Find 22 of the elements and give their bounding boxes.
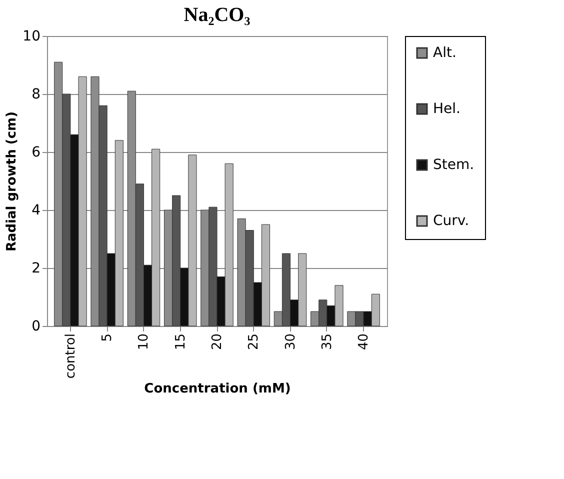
y-tick-label: 8 — [32, 86, 40, 102]
y-tick-label: 2 — [32, 260, 40, 276]
legend-label: Alt. — [433, 45, 456, 61]
y-tick-label: 4 — [32, 202, 41, 218]
y-tick-label: 0 — [32, 318, 40, 334]
x-tick-label: 10 — [136, 334, 152, 350]
x-tick-label: 40 — [356, 334, 372, 350]
x-tick-label: 25 — [246, 334, 262, 350]
y-tick-label: 6 — [32, 144, 41, 160]
legend-label: Stem. — [433, 157, 474, 173]
x-tick-label: 30 — [283, 334, 298, 350]
x-axis-title: Concentration (mM) — [144, 382, 291, 397]
x-tick-label: 35 — [320, 334, 335, 350]
chart-title: Na₂CO₃ — [184, 4, 250, 26]
x-tick-label: control — [63, 334, 78, 379]
legend-label: Curv. — [433, 213, 470, 229]
x-tick-label: 5 — [100, 334, 116, 342]
x-tick-label: 20 — [210, 334, 225, 350]
x-tick-label: 15 — [173, 334, 188, 350]
y-axis-title: Radial growth (cm) — [4, 111, 20, 252]
y-tick-label: 10 — [22, 28, 40, 44]
legend-label: Hel. — [433, 101, 460, 117]
